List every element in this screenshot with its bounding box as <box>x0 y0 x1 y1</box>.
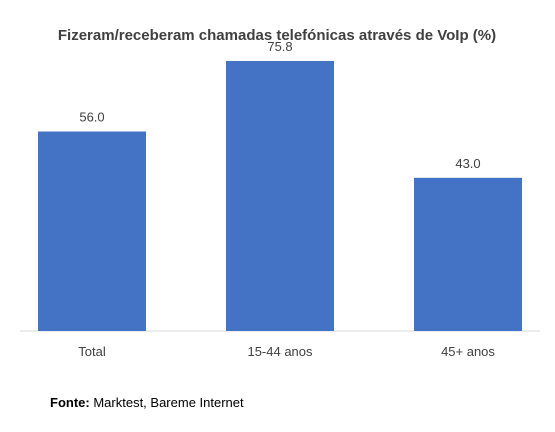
bar-total <box>38 131 146 331</box>
category-label: 45+ anos <box>441 344 495 359</box>
data-label: 75.8 <box>267 39 292 54</box>
data-label: 56.0 <box>79 110 104 125</box>
source-note: Fonte: Marktest, Bareme Internet <box>50 395 244 410</box>
chart-title: Fizeram/receberam chamadas telefónicas a… <box>58 27 496 44</box>
category-label: Total <box>78 344 106 359</box>
source-label: Fonte: <box>50 395 90 410</box>
bars-group: 56.0 Total 75.8 15-44 anos 43.0 45+ anos <box>38 39 522 359</box>
source-text: Marktest, Bareme Internet <box>93 395 244 410</box>
category-label: 15-44 anos <box>247 344 313 359</box>
bar-15-44-anos <box>226 60 334 332</box>
bar-45-anos <box>414 177 522 331</box>
bar-chart: Fizeram/receberam chamadas telefónicas a… <box>20 27 540 359</box>
data-label: 43.0 <box>455 156 480 171</box>
